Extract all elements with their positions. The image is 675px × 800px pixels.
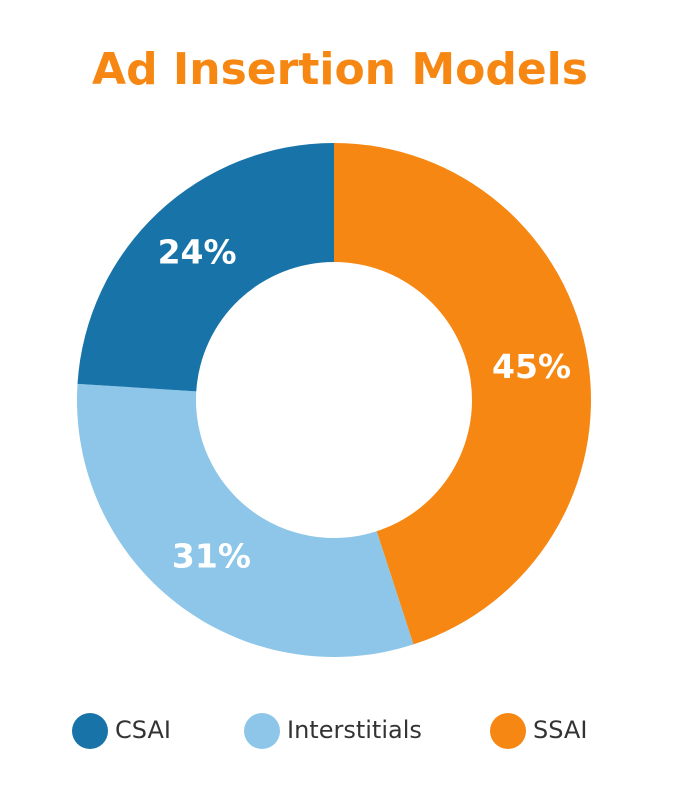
legend-label: Interstitials (287, 716, 422, 744)
legend-label: CSAI (115, 716, 171, 744)
value-label: 24% (158, 233, 237, 272)
value-label: 45% (492, 347, 571, 386)
donut-slice (334, 143, 591, 645)
legend-label: SSAI (533, 716, 587, 744)
chart-title: Ad Insertion Models (92, 44, 588, 95)
donut-slice (77, 143, 334, 392)
legend-swatch (490, 713, 526, 749)
value-label: 31% (172, 537, 251, 576)
donut-slice (77, 383, 414, 657)
legend-swatch (72, 713, 108, 749)
legend-swatch (244, 713, 280, 749)
